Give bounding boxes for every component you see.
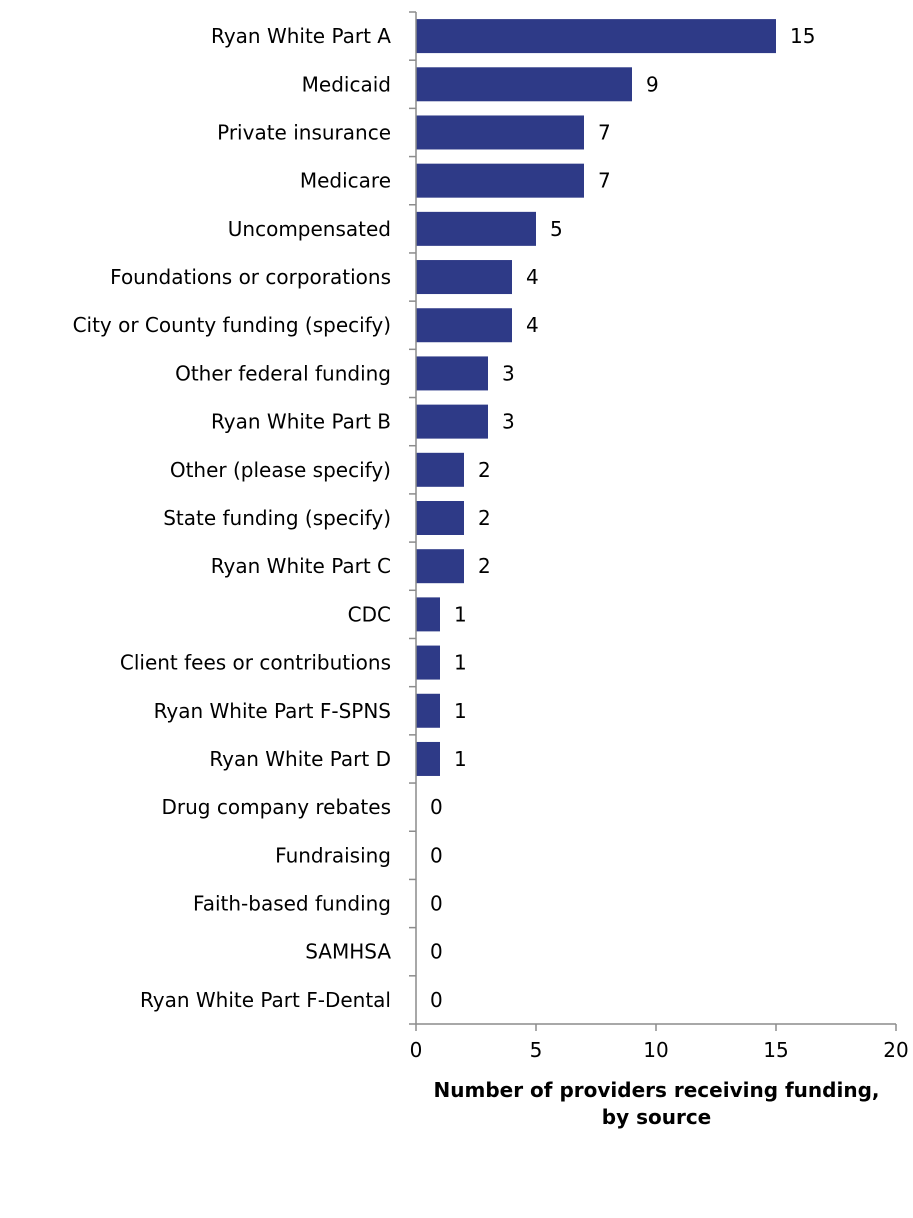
category-label: City or County funding (specify) <box>73 313 391 337</box>
category-label: Uncompensated <box>228 217 391 241</box>
bar <box>416 452 464 487</box>
category-label: Ryan White Part C <box>211 554 391 578</box>
x-tick-label: 20 <box>883 1038 908 1062</box>
data-label: 4 <box>526 313 539 337</box>
category-label: Ryan White Part F-Dental <box>140 988 391 1012</box>
bar <box>416 693 440 728</box>
category-label: Fundraising <box>275 843 391 867</box>
bar <box>416 645 440 680</box>
category-label: Foundations or corporations <box>110 265 391 289</box>
data-label: 5 <box>550 217 563 241</box>
bar <box>416 501 464 535</box>
x-tick-label: 10 <box>643 1038 668 1062</box>
data-label: 1 <box>454 602 467 626</box>
x-tick-label: 5 <box>530 1038 543 1062</box>
data-label: 2 <box>478 506 491 530</box>
category-label: Faith-based funding <box>193 892 391 916</box>
category-label: Medicare <box>300 169 391 193</box>
data-label: 0 <box>430 940 443 964</box>
data-label: 3 <box>502 410 515 434</box>
category-label: Ryan White Part B <box>211 410 391 434</box>
x-tick-label: 15 <box>763 1038 788 1062</box>
x-tick-label: 0 <box>410 1038 423 1062</box>
category-label: State funding (specify) <box>163 506 391 530</box>
category-label: Other (please specify) <box>170 458 391 482</box>
bar <box>416 67 632 102</box>
category-label: Private insurance <box>217 120 391 144</box>
bar <box>416 549 464 584</box>
data-label: 0 <box>430 988 443 1012</box>
category-label: Drug company rebates <box>162 795 392 819</box>
data-label: 7 <box>598 169 611 193</box>
category-label: Ryan White Part A <box>211 24 391 48</box>
data-label: 1 <box>454 747 467 771</box>
bar <box>416 115 584 150</box>
category-label: CDC <box>348 602 391 626</box>
bar <box>416 163 584 198</box>
category-label: Other federal funding <box>175 361 391 385</box>
category-label: Ryan White Part D <box>209 747 391 771</box>
bar <box>416 741 440 776</box>
bar <box>416 404 488 439</box>
bar <box>416 211 536 246</box>
category-label: Medicaid <box>302 72 391 96</box>
data-label: 15 <box>790 24 815 48</box>
x-axis-title-line2: by source <box>601 1105 712 1129</box>
x-axis-title-line1: Number of providers receiving funding, <box>433 1078 880 1102</box>
data-label: 4 <box>526 265 539 289</box>
data-label: 0 <box>430 795 443 819</box>
category-label: SAMHSA <box>305 940 391 964</box>
data-label: 2 <box>478 458 491 482</box>
data-label: 1 <box>454 699 467 723</box>
category-label: Ryan White Part F-SPNS <box>154 699 391 723</box>
data-label: 7 <box>598 120 611 144</box>
bar <box>416 19 776 54</box>
data-label: 1 <box>454 651 467 675</box>
data-label: 0 <box>430 892 443 916</box>
bars-group <box>416 19 776 776</box>
data-label: 3 <box>502 361 515 385</box>
category-label: Client fees or contributions <box>120 651 391 675</box>
bar <box>416 597 440 632</box>
bar <box>416 356 488 391</box>
bar <box>416 308 512 343</box>
data-label: 0 <box>430 843 443 867</box>
data-label: 9 <box>646 72 659 96</box>
axes-group: 0 5 10 15 20 <box>409 11 909 1062</box>
bar <box>416 260 512 295</box>
category-labels: Ryan White Part A Medicaid Private insuran… <box>73 24 392 1012</box>
data-label: 2 <box>478 554 491 578</box>
